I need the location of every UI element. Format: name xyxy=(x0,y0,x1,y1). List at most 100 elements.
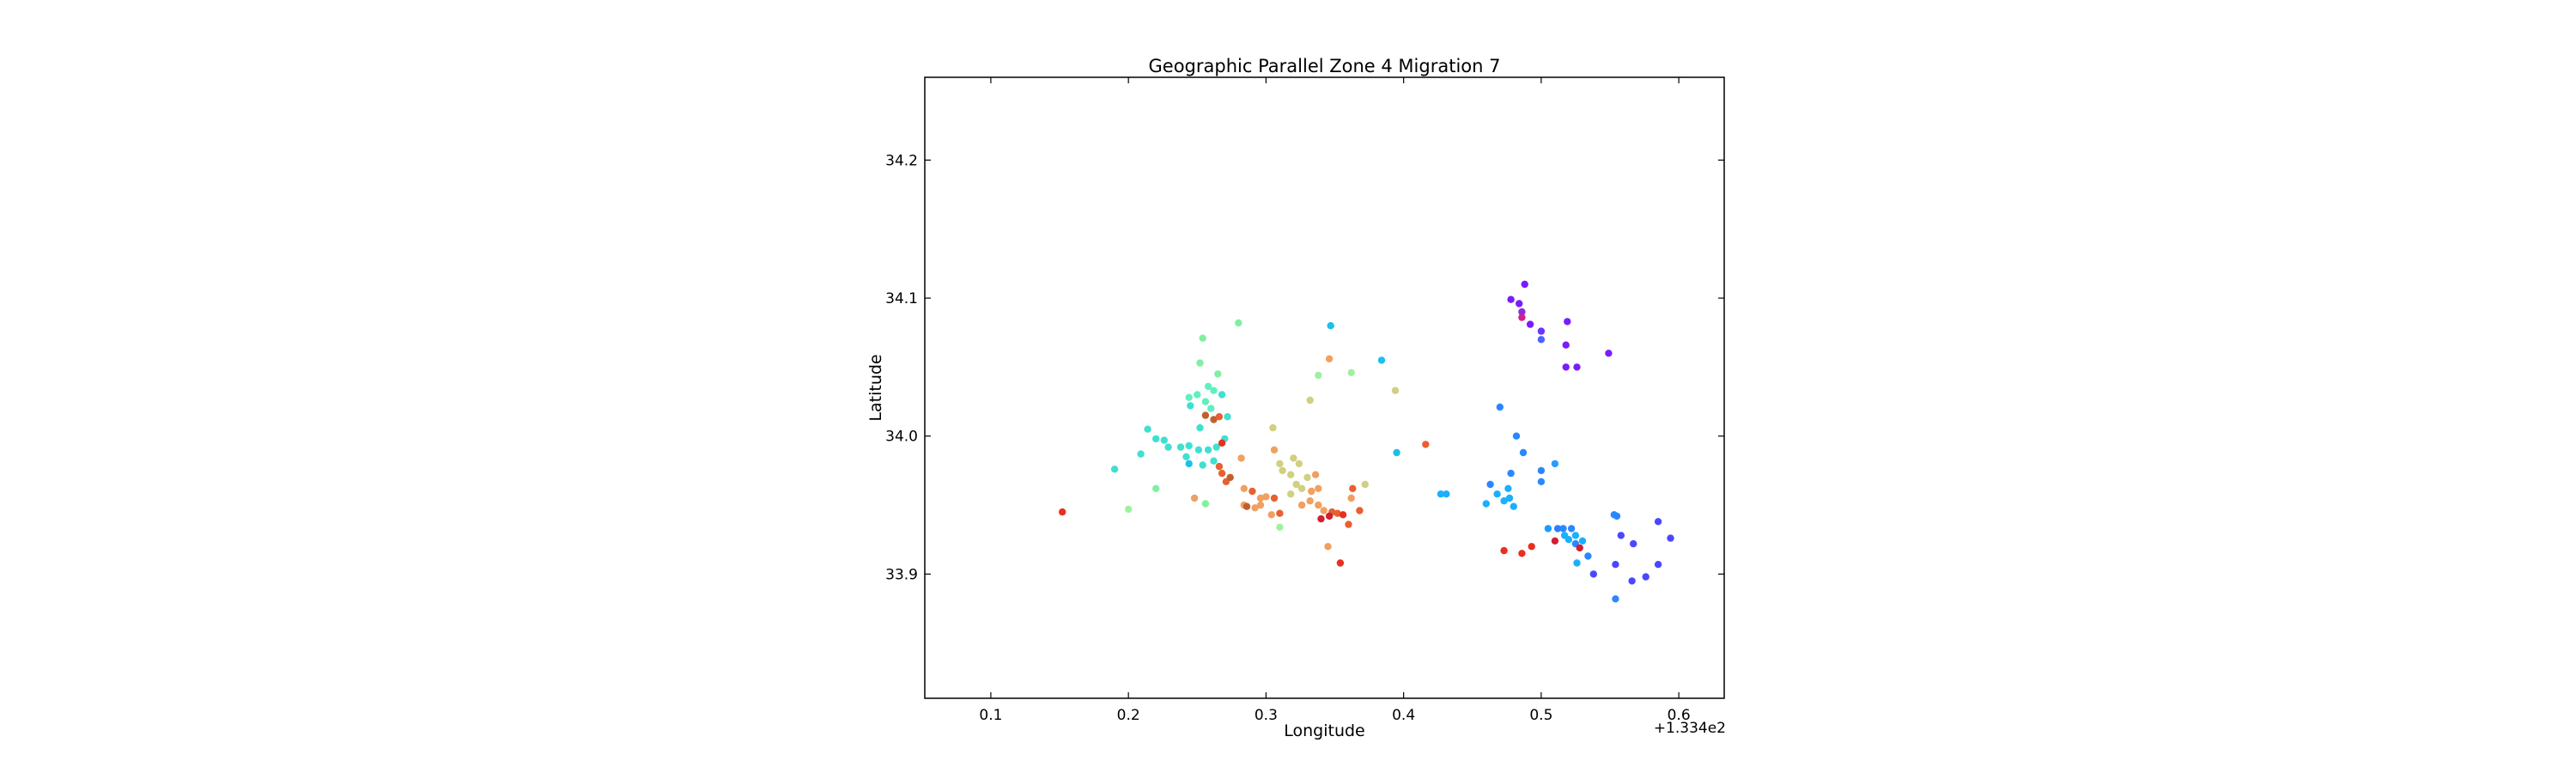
data-point xyxy=(1295,460,1303,468)
data-point xyxy=(1630,539,1637,548)
data-point xyxy=(1218,469,1226,478)
data-point xyxy=(1199,334,1206,342)
data-point xyxy=(1518,313,1526,321)
data-point xyxy=(1287,490,1295,498)
x-tick-label: 0.3 xyxy=(1255,707,1278,724)
data-point xyxy=(1544,525,1552,533)
data-point xyxy=(1486,480,1494,489)
data-point xyxy=(1297,484,1306,492)
data-point xyxy=(1303,473,1311,482)
data-point xyxy=(1576,544,1583,552)
data-point xyxy=(1059,508,1066,516)
data-point xyxy=(1235,319,1242,327)
data-point xyxy=(1437,490,1445,498)
data-point xyxy=(1249,487,1256,496)
data-point xyxy=(1518,550,1526,557)
data-point xyxy=(1152,484,1160,492)
data-point xyxy=(1190,494,1199,502)
data-point xyxy=(1642,573,1649,581)
x-tick-label: 0.4 xyxy=(1392,707,1415,724)
data-point xyxy=(1562,363,1570,371)
data-point xyxy=(1201,500,1210,508)
data-point xyxy=(1182,453,1190,460)
data-point xyxy=(1605,350,1613,357)
x-tick-label: 0.6 xyxy=(1668,707,1691,724)
data-point xyxy=(1493,490,1501,498)
data-point xyxy=(1324,543,1332,551)
data-point xyxy=(1204,446,1212,453)
data-point xyxy=(1377,356,1386,364)
data-point xyxy=(1187,402,1194,410)
data-point xyxy=(1347,368,1355,376)
data-point xyxy=(1226,473,1234,482)
data-point xyxy=(1315,501,1322,509)
data-point xyxy=(1320,507,1327,514)
data-point xyxy=(1628,577,1636,585)
data-point xyxy=(1518,307,1526,316)
data-point xyxy=(1144,425,1151,433)
data-point xyxy=(1185,393,1193,401)
data-point xyxy=(1196,359,1204,367)
data-point xyxy=(1612,595,1619,603)
data-point xyxy=(1519,448,1528,457)
data-point xyxy=(1290,454,1297,462)
scatter-points xyxy=(1059,280,1674,603)
data-point xyxy=(1349,484,1357,492)
data-point xyxy=(1654,561,1662,569)
y-tick-label: 34.1 xyxy=(885,290,918,307)
data-point xyxy=(1185,441,1193,450)
data-point xyxy=(1573,559,1581,567)
data-point xyxy=(1256,494,1265,502)
data-point xyxy=(1589,570,1598,578)
data-point xyxy=(1564,536,1573,544)
x-axis-ticks: 0.1 0.2 0.3 0.4 0.5 0.6 xyxy=(979,77,1691,724)
data-point xyxy=(1334,509,1341,517)
data-point xyxy=(1553,525,1562,533)
data-point xyxy=(1325,355,1334,362)
y-axis-label: Latitude xyxy=(866,354,885,421)
data-point xyxy=(1347,494,1355,502)
data-point xyxy=(1528,543,1535,551)
data-point xyxy=(1287,471,1295,478)
data-point xyxy=(1361,480,1370,489)
data-point xyxy=(1176,443,1185,451)
data-point xyxy=(1510,502,1518,510)
data-point xyxy=(1276,509,1284,517)
data-point xyxy=(1152,435,1160,443)
data-point xyxy=(1125,505,1133,514)
chart-title: Geographic Parallel Zone 4 Migration 7 xyxy=(1149,56,1501,76)
x-tick-label: 0.1 xyxy=(979,707,1002,724)
x-tick-label: 0.5 xyxy=(1529,707,1552,724)
data-point xyxy=(1537,336,1546,344)
data-point xyxy=(1311,471,1320,478)
data-point xyxy=(1339,511,1347,519)
data-point xyxy=(1325,512,1334,520)
data-point xyxy=(1551,537,1559,545)
y-axis-ticks: 33.9 34.0 34.1 34.2 xyxy=(885,152,1724,583)
plot-area xyxy=(924,76,1725,699)
data-point xyxy=(1297,501,1306,509)
x-axis-offset-label: +1.334e2 xyxy=(1654,720,1726,737)
data-point xyxy=(1269,423,1277,432)
data-point xyxy=(1210,457,1218,465)
data-point xyxy=(1201,398,1210,405)
data-point xyxy=(1306,497,1314,505)
data-point xyxy=(1212,443,1220,451)
data-point xyxy=(1276,460,1284,468)
data-point xyxy=(1164,443,1172,451)
data-point xyxy=(1267,511,1276,519)
data-point xyxy=(1500,546,1508,555)
data-point xyxy=(1551,460,1559,468)
data-point xyxy=(1521,280,1528,289)
data-point xyxy=(1526,320,1534,328)
data-point xyxy=(1215,413,1224,421)
data-point xyxy=(1613,512,1621,520)
data-point xyxy=(1505,494,1514,502)
data-point xyxy=(1317,514,1325,523)
data-point xyxy=(1571,532,1580,539)
data-point xyxy=(1194,446,1203,453)
data-point xyxy=(1137,450,1145,458)
data-point xyxy=(1564,318,1571,326)
data-point xyxy=(1185,460,1193,468)
